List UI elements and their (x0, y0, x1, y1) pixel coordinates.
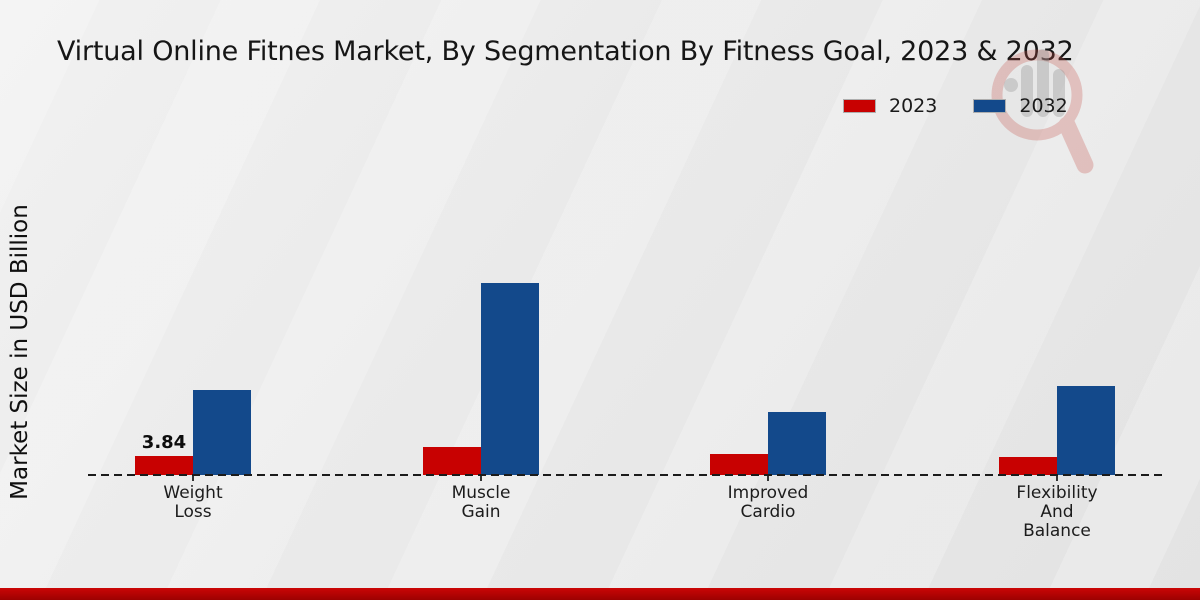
legend-label-2023: 2023 (889, 95, 938, 117)
footer-accent-band (0, 588, 1200, 600)
bar-2032-muscle-gain (481, 283, 539, 475)
category-label-improved-cardio: Improved Cardio (727, 483, 809, 522)
legend-swatch-2032 (973, 99, 1007, 113)
category-label-flexibility-and-balance: Flexibility And Balance (1016, 483, 1098, 541)
x-axis-tick-muscle-gain (480, 476, 482, 481)
legend-item-2032: 2032 (973, 95, 1068, 117)
x-axis-line (88, 474, 1165, 476)
bar-2023-flexibility-and-balance (999, 457, 1057, 475)
bar-2023-weight-loss (135, 455, 193, 475)
x-axis-tick-improved-cardio (767, 476, 769, 481)
bar-2032-weight-loss (193, 389, 251, 475)
bar-2032-flexibility-and-balance (1057, 386, 1115, 475)
bar-2032-improved-cardio (768, 412, 826, 475)
legend: 2023 2032 (843, 95, 1068, 117)
x-axis-tick-weight-loss (192, 476, 194, 481)
legend-item-2023: 2023 (843, 95, 937, 117)
x-axis-tick-flexibility-and-balance (1056, 476, 1058, 481)
chart-title: Virtual Online Fitnes Market, By Segment… (57, 36, 1074, 67)
bar-value-label: 3.84 (141, 431, 187, 453)
category-label-weight-loss: Weight Loss (163, 483, 223, 522)
bar-2023-improved-cardio (710, 454, 768, 475)
category-label-muscle-gain: Muscle Gain (451, 483, 511, 522)
legend-swatch-2023 (843, 99, 876, 113)
bar-2023-muscle-gain (423, 446, 481, 475)
legend-label-2032: 2032 (1019, 95, 1068, 117)
